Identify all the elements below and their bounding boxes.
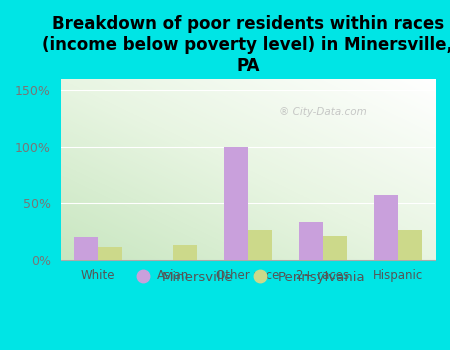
Bar (397, 230, 422, 260)
Bar (98, 247, 122, 260)
Bar (74, 237, 98, 260)
Bar (248, 230, 272, 260)
Legend: Minersville, Pennsylvania: Minersville, Pennsylvania (125, 266, 371, 289)
Bar (323, 236, 346, 260)
Text: ® City-Data.com: ® City-Data.com (279, 107, 367, 117)
Bar (299, 222, 323, 260)
Bar (224, 147, 248, 260)
Title: Breakdown of poor residents within races
(income below poverty level) in Minersv: Breakdown of poor residents within races… (42, 15, 450, 75)
Bar (173, 245, 197, 260)
Bar (374, 195, 397, 260)
